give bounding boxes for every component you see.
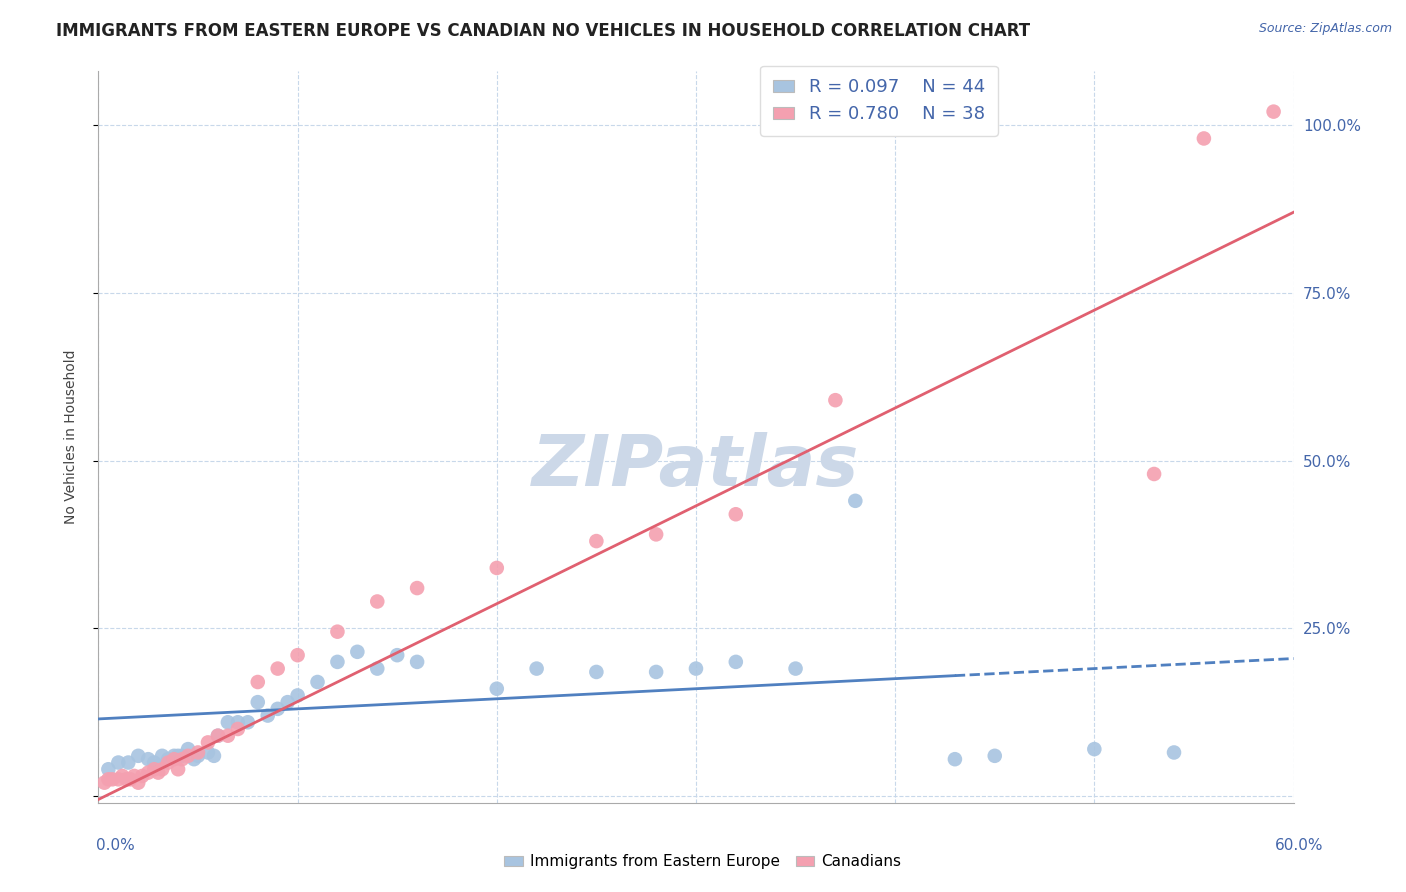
Text: 60.0%: 60.0% (1275, 838, 1323, 853)
Point (984, 748, 1007, 763)
Point (326, 655, 349, 669)
Point (385, 648, 409, 662)
Point (1163, 746, 1185, 760)
Text: 0.0%: 0.0% (96, 838, 135, 853)
Point (485, 681, 508, 696)
Point (97, 762, 120, 776)
Point (163, 748, 186, 763)
Point (136, 752, 159, 766)
Point (724, 655, 747, 669)
Point (366, 594, 388, 608)
Point (217, 729, 239, 743)
Point (183, 752, 205, 766)
Point (406, 655, 429, 669)
Point (1263, 104, 1285, 119)
Point (101, 772, 124, 787)
Point (148, 759, 170, 773)
Point (526, 662, 548, 676)
Point (287, 689, 309, 703)
Legend: Immigrants from Eastern Europe, Canadians: Immigrants from Eastern Europe, Canadian… (498, 848, 908, 875)
Point (177, 748, 200, 763)
Point (163, 752, 186, 766)
Point (207, 729, 229, 743)
Point (127, 775, 149, 789)
Point (1192, 131, 1215, 145)
Text: ZIPatlas: ZIPatlas (533, 432, 859, 500)
Point (115, 772, 138, 787)
Point (1143, 467, 1166, 481)
Point (111, 769, 134, 783)
Point (187, 748, 209, 763)
Point (217, 715, 239, 730)
Point (136, 765, 159, 780)
Point (267, 702, 290, 716)
Point (167, 762, 190, 776)
Point (724, 508, 747, 522)
Point (645, 527, 668, 541)
Point (943, 752, 966, 766)
Point (157, 756, 180, 770)
Point (107, 772, 129, 787)
Point (585, 665, 607, 679)
Point (117, 756, 139, 770)
Point (236, 715, 259, 730)
Point (143, 756, 166, 770)
Point (131, 769, 153, 783)
Point (148, 765, 170, 780)
Point (277, 695, 299, 709)
Point (585, 534, 607, 549)
Point (202, 748, 225, 763)
Point (97, 772, 120, 787)
Text: Source: ZipAtlas.com: Source: ZipAtlas.com (1258, 22, 1392, 36)
Y-axis label: No Vehicles in Household: No Vehicles in Household (63, 350, 77, 524)
Point (120, 772, 142, 787)
Point (824, 393, 846, 408)
Text: IMMIGRANTS FROM EASTERN EUROPE VS CANADIAN NO VEHICLES IN HOUSEHOLD CORRELATION : IMMIGRANTS FROM EASTERN EUROPE VS CANADI… (56, 22, 1031, 40)
Point (197, 735, 219, 749)
Point (124, 769, 146, 783)
Legend: R = 0.097    N = 44, R = 0.780    N = 38: R = 0.097 N = 44, R = 0.780 N = 38 (761, 66, 998, 136)
Point (150, 762, 173, 776)
Point (127, 748, 149, 763)
Point (1083, 742, 1105, 756)
Point (287, 648, 309, 662)
Point (226, 722, 249, 736)
Point (143, 762, 166, 776)
Point (256, 708, 278, 723)
Point (172, 752, 194, 766)
Point (226, 715, 249, 730)
Point (157, 752, 180, 766)
Point (207, 729, 229, 743)
Point (844, 493, 866, 508)
Point (177, 742, 200, 756)
Point (246, 695, 269, 709)
Point (326, 624, 349, 639)
Point (93, 775, 115, 789)
Point (150, 748, 173, 763)
Point (685, 662, 707, 676)
Point (107, 756, 129, 770)
Point (172, 748, 194, 763)
Point (785, 662, 807, 676)
Point (485, 561, 508, 575)
Point (406, 581, 429, 595)
Point (366, 662, 388, 676)
Point (187, 746, 209, 760)
Point (167, 748, 190, 763)
Point (307, 675, 329, 690)
Point (246, 675, 269, 690)
Point (197, 746, 219, 760)
Point (645, 665, 668, 679)
Point (267, 662, 290, 676)
Point (346, 645, 368, 659)
